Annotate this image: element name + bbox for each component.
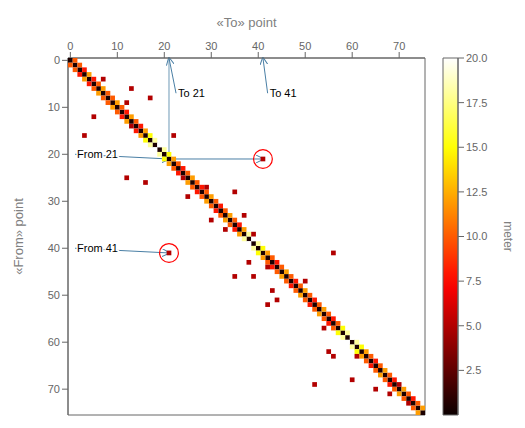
svg-text:5.0: 5.0: [466, 320, 481, 332]
svg-text:70: 70: [48, 383, 60, 395]
svg-text:50: 50: [48, 289, 60, 301]
svg-text:To 41: To 41: [270, 87, 297, 99]
svg-text:10: 10: [48, 101, 60, 113]
svg-text:«To» point: «To» point: [217, 15, 277, 30]
svg-text:10.0: 10.0: [466, 230, 487, 242]
svg-text:10: 10: [111, 40, 123, 52]
svg-text:60: 60: [48, 336, 60, 348]
svg-text:7.5: 7.5: [466, 275, 481, 287]
svg-text:To 21: To 21: [178, 87, 205, 99]
svg-text:From 41: From 41: [77, 242, 118, 254]
svg-text:17.5: 17.5: [466, 97, 487, 109]
svg-text:15.0: 15.0: [466, 141, 487, 153]
svg-text:70: 70: [393, 40, 405, 52]
svg-text:2.5: 2.5: [466, 364, 481, 376]
svg-text:12.5: 12.5: [466, 186, 487, 198]
svg-text:30: 30: [48, 195, 60, 207]
svg-text:60: 60: [346, 40, 358, 52]
svg-text:40: 40: [48, 242, 60, 254]
svg-text:40: 40: [252, 40, 264, 52]
svg-text:From 21: From 21: [77, 148, 118, 160]
svg-text:0: 0: [67, 40, 73, 52]
svg-text:20: 20: [158, 40, 170, 52]
svg-text:30: 30: [205, 40, 217, 52]
svg-text:meter: meter: [501, 221, 513, 252]
svg-text:50: 50: [299, 40, 311, 52]
svg-text:20.0: 20.0: [466, 52, 487, 64]
svg-text:0: 0: [54, 54, 60, 66]
svg-text:«From» point: «From» point: [11, 198, 26, 275]
svg-text:20: 20: [48, 148, 60, 160]
